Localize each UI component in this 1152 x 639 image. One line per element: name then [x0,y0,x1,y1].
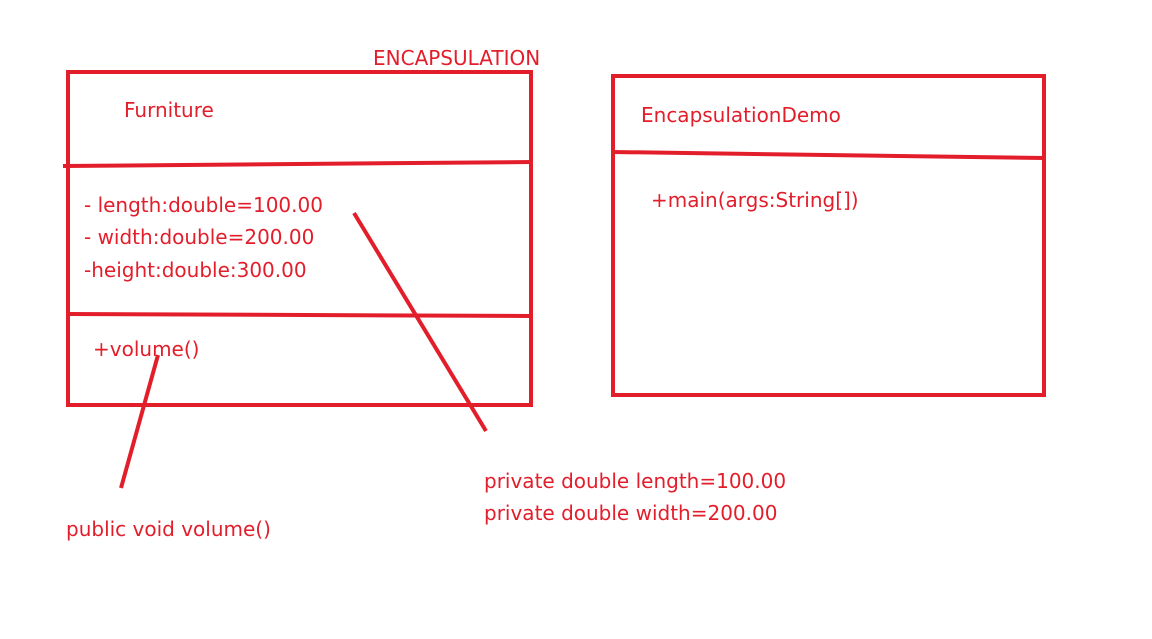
furniture-attribute-height: -height:double:300.00 [84,258,307,282]
attribute-annotation-note-length: private double length=100.00 [484,469,787,493]
furniture-attributes-divider [67,312,532,318]
furniture-method-volume: +volume() [93,337,200,361]
diagram-title: ENCAPSULATION [373,46,541,70]
encapsulation-demo-name-divider [612,150,1045,160]
attribute-annotation-connector [352,211,488,433]
furniture-class-box [66,70,533,407]
furniture-name-divider [62,160,534,168]
encapsulation-demo-class-box [611,74,1046,397]
encapsulation-demo-class-name: EncapsulationDemo [641,103,841,127]
method-annotation-note: public void volume() [66,517,271,541]
method-annotation-connector [119,354,160,489]
furniture-class-name: Furniture [124,98,214,122]
attribute-annotation-note-width: private double width=200.00 [484,501,778,525]
encapsulation-demo-method-main: +main(args:String[]) [651,188,859,212]
furniture-attribute-width: - width:double=200.00 [84,225,315,249]
furniture-attribute-length: - length:double=100.00 [84,193,323,217]
